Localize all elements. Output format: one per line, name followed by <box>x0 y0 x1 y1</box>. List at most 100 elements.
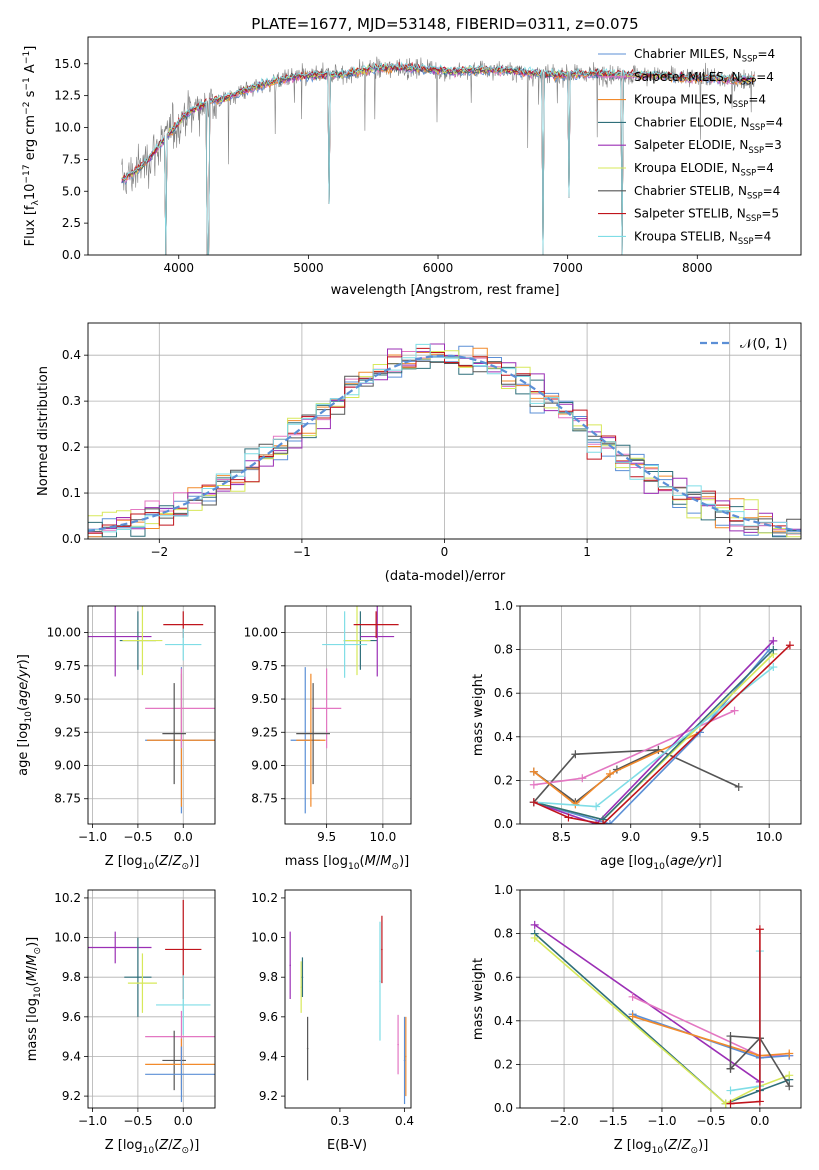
label-part: Salpeter MILES, N <box>634 70 741 84</box>
x-axis-label: mass [log10(M/M⊙)] <box>285 854 409 872</box>
chart-mass-weight-vs-age: 8.5 9.0 9.5 10.0 0.0 0.2 0.4 0.6 0.8 1.0 age [log1… <box>471 599 802 872</box>
x-tick-label: 5000 <box>293 261 324 275</box>
label-part: ( <box>360 854 365 869</box>
model-line-kroupa_stelib <box>121 61 755 255</box>
legend-entry-chabrier_elodie: Chabrier ELODIE, NSSP=4 <box>634 115 783 132</box>
label-part: )] <box>712 854 722 869</box>
plot-area <box>88 343 801 538</box>
weight-line-salpeter_stelib <box>533 644 791 824</box>
y-tick-label: 10.00 <box>47 626 81 640</box>
y-tick-label: 10.0 <box>54 121 81 135</box>
x-tick-label: 8.5 <box>552 830 571 844</box>
x-tick-label: −1.0 <box>647 1114 676 1128</box>
axes-frame <box>87 322 802 540</box>
label-part: )] <box>399 854 409 869</box>
x-tick-label: 0 <box>441 545 449 559</box>
x-axis-label: E(B-V) <box>327 1138 367 1153</box>
y-tick-label: 10.0 <box>54 931 81 945</box>
label-part: (data-model)/error <box>385 569 506 584</box>
label-part: s <box>23 90 38 101</box>
weight-line-kroupa_miles <box>533 731 701 806</box>
label-part: Z <box>158 1138 169 1153</box>
x-axis-label: (data-model)/error <box>385 569 506 584</box>
weight-marker-kroupa_elodie <box>530 933 539 942</box>
x-axis-label: Z [log10(Z/Z⊙)] <box>105 1138 200 1156</box>
label-part: mass [log <box>285 854 348 869</box>
chart-mass-vs-ebv: 0.3 0.4 9.2 9.4 9.6 9.8 10.0 10.2 E(B-V) <box>251 889 414 1153</box>
label-part: M <box>365 854 376 869</box>
normal-curve <box>88 354 801 532</box>
weight-marker-salpeter_elodie <box>769 636 778 645</box>
weight-marker-chabrier_elodie <box>769 645 778 654</box>
label-part: ( <box>25 981 40 986</box>
point-kroupa_elodie <box>356 639 358 642</box>
weight-marker-salpeter_stelib <box>726 1099 735 1108</box>
weight-marker-salpeter_miles <box>730 706 739 715</box>
point-salpeter_elodie <box>289 964 291 967</box>
point-kroupa_stelib <box>182 643 185 646</box>
label-part: ( <box>154 854 159 869</box>
label-part: ( <box>16 706 31 711</box>
x-tick-label: 0.4 <box>395 1114 414 1128</box>
axes-frame <box>519 605 802 825</box>
point-salpeter_stelib <box>182 623 185 626</box>
label-part: (0, 1) <box>752 337 787 352</box>
label-part: −1 <box>22 51 32 64</box>
label-part: / <box>168 854 173 869</box>
label-part: )] <box>698 1138 708 1153</box>
weight-line-salpeter_elodie <box>533 640 774 824</box>
chart-age-vs-mass: 9.5 10.0 8.75 9.00 9.25 9.50 9.75 10.00 mass [lo… <box>244 605 412 872</box>
y-axis-label: age [log10(age/yr)] <box>16 654 34 776</box>
x-tick-label: −1.0 <box>78 1114 107 1128</box>
label-part: ( <box>665 854 670 869</box>
label-part: / <box>168 1138 173 1153</box>
y-tick-label: 9.2 <box>62 1089 81 1103</box>
label-part: SSP <box>733 99 749 109</box>
y-tick-label: 0.0 <box>62 248 81 262</box>
chart-residual-histogram: −2 −1 0 1 2 0.0 0.1 0.2 0.3 0.4 (data-model)/error… <box>36 322 802 584</box>
label-part: )] <box>189 1138 199 1153</box>
label-part: −2 <box>22 102 32 115</box>
weight-marker-chabrier_stelib <box>734 782 743 791</box>
point-chabrier_miles <box>403 1059 406 1062</box>
label-part: 10 <box>24 711 34 723</box>
label-part: ⊙ <box>33 947 43 955</box>
label-part: ⊙ <box>391 862 399 872</box>
point-chabrier_elodie <box>301 976 304 978</box>
label-part: 10 <box>33 986 43 998</box>
y-tick-label: 12.5 <box>54 89 81 103</box>
point-chabrier_stelib <box>173 1059 175 1062</box>
weight-marker-kroupa_stelib <box>592 802 601 811</box>
x-tick-label: −1.0 <box>78 830 107 844</box>
y-tick-label: 10.2 <box>54 891 81 905</box>
label-part: )] <box>16 654 31 664</box>
axes-frame <box>519 889 802 1109</box>
y-tick-label: 2.5 <box>62 216 81 230</box>
y-tick-label: 9.00 <box>54 759 81 773</box>
label-part: Normed distribution <box>36 366 51 496</box>
point-salpeter_miles <box>180 707 183 710</box>
weight-marker-kroupa_miles <box>605 769 614 778</box>
label-part: Z <box>158 854 169 869</box>
label-part: =4 <box>748 93 766 107</box>
y-tick-label: 0.2 <box>494 1057 513 1071</box>
label-part: mass weight <box>471 674 486 756</box>
y-axis-label: mass weight <box>471 958 486 1040</box>
label-part: SSP <box>741 76 757 86</box>
y-tick-label: 0.2 <box>62 440 81 454</box>
label-part: =4 <box>754 229 772 243</box>
y-tick-label: 8.75 <box>251 792 278 806</box>
weight-marker-salpeter_stelib <box>755 1097 764 1106</box>
weight-marker-chabrier_stelib <box>726 1032 735 1041</box>
point-kroupa_elodie <box>141 982 144 984</box>
weight-marker-salpeter_miles <box>628 992 637 1001</box>
y-tick-label: 0.8 <box>494 643 513 657</box>
label-part: 10 <box>652 1146 664 1156</box>
weight-line-chabrier_stelib <box>533 749 740 803</box>
point-chabrier_elodie <box>137 976 139 978</box>
y-tick-label: 1.0 <box>494 599 513 613</box>
label-part: ⊙ <box>182 862 190 872</box>
point-salpeter_stelib <box>375 623 377 626</box>
y-tick-label: 9.8 <box>62 970 81 984</box>
